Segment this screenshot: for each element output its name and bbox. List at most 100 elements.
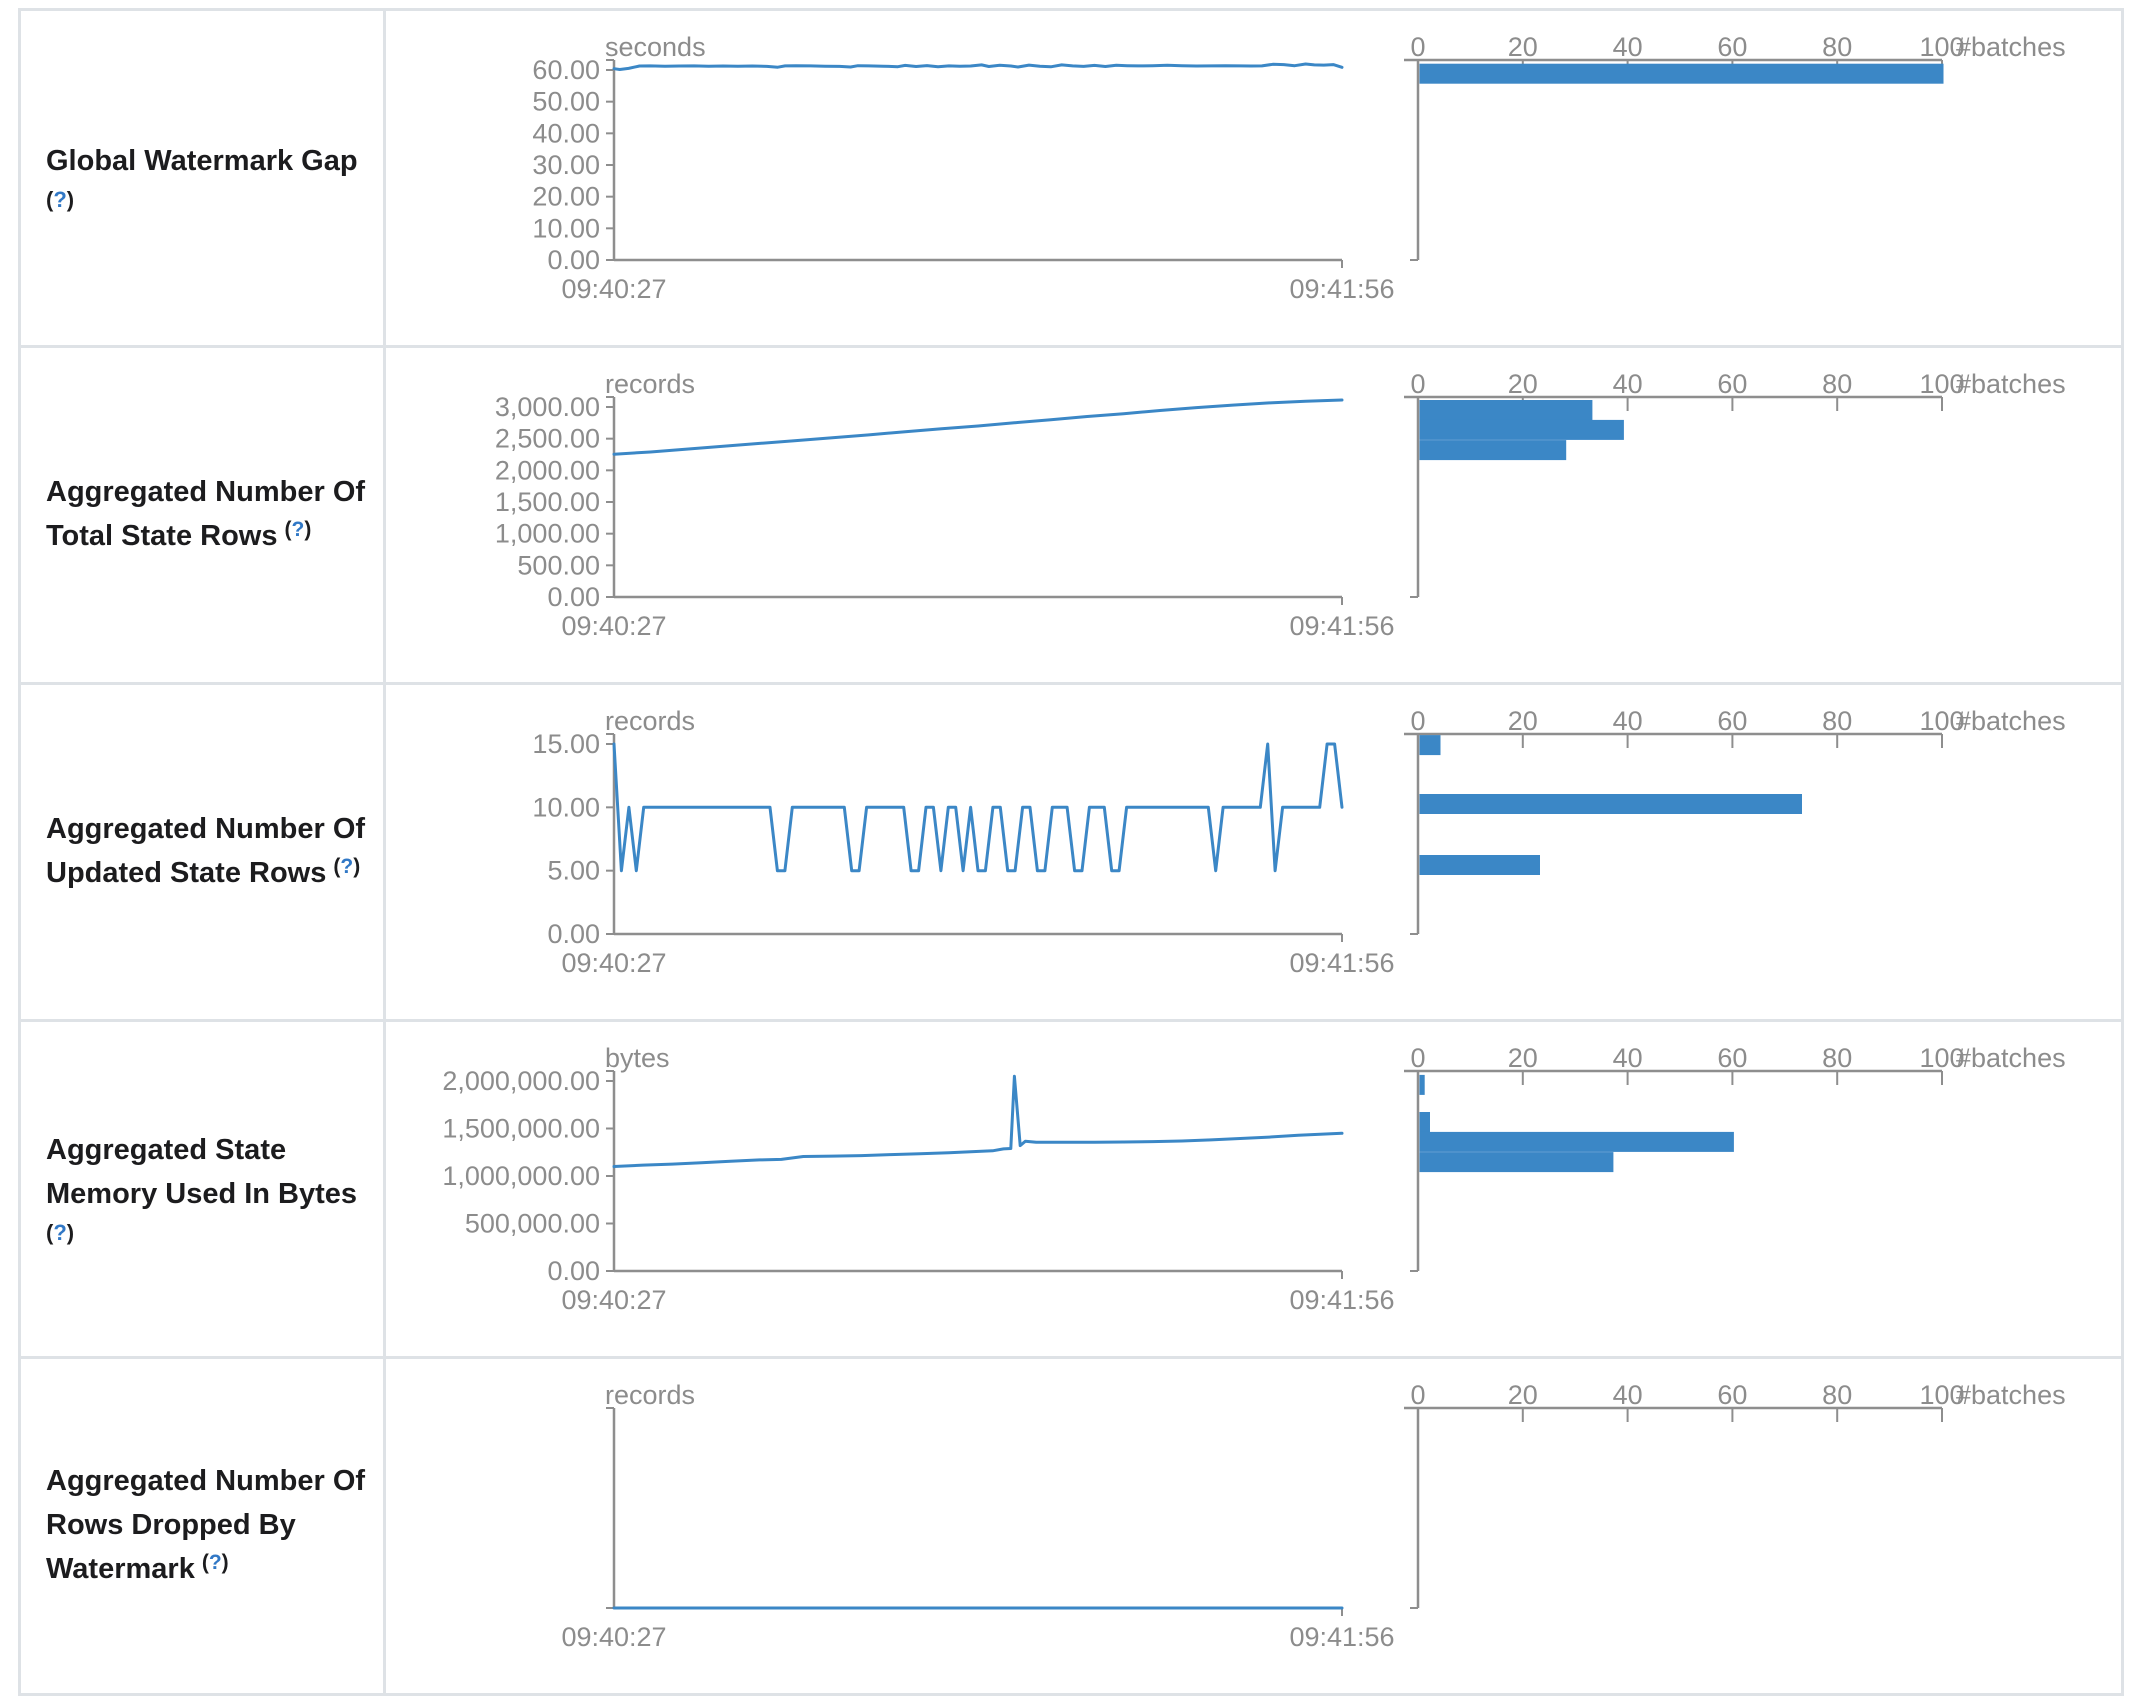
histogram-bar — [1419, 1074, 1425, 1095]
metric-title-line: Total State Rows (?) — [46, 517, 312, 552]
metric-row-2: Aggregated Number Of Updated State Rows (?… — [21, 682, 2121, 1019]
timeline-y-tick-label: 1,000.00 — [495, 519, 600, 549]
metric-charts-cell: bytes 2,000,000.00 1,500,000.00 1,000,000.0… — [386, 1022, 2121, 1356]
help-paren-close: ) — [66, 187, 75, 212]
histogram-x-tick-label: 60 — [1717, 369, 1747, 399]
histogram-unit-label: #batches — [1956, 32, 2066, 62]
timeline-unit-label: records — [605, 1380, 695, 1410]
histogram-unit-label: #batches — [1956, 1380, 2066, 1410]
histogram-bar — [1419, 419, 1624, 440]
histogram-unit-label: #batches — [1956, 706, 2066, 736]
charts-0: seconds60.0050.0040.0030.0020.0010.000.0… — [532, 32, 2066, 304]
timeline-start-time-label: 09:40:27 — [561, 948, 666, 978]
help-question-link[interactable]: ? — [340, 854, 354, 878]
timeline-unit-label: bytes — [605, 1043, 670, 1073]
help-paren-close: ) — [304, 517, 312, 541]
metric-title: Aggregated Number Of Rows Dropped By Water… — [46, 1459, 373, 1594]
timeline-data-line — [612, 742, 1344, 873]
metric-title-line: Aggregated Number Of — [46, 812, 366, 845]
histogram-x-tick-label: 100 — [1919, 1380, 1964, 1410]
histogram-x-tick-label: 20 — [1508, 369, 1538, 399]
metric-label-cell: Aggregated Number Of Total State Rows (?) — [21, 348, 386, 682]
metric-charts-cell: records 3,000.00 2,500.00 2,000.00 1,500.00 1… — [386, 348, 2121, 682]
help-paren-open: ( — [46, 1220, 54, 1245]
metric-row-4: Aggregated Number Of Rows Dropped By Water… — [21, 1356, 2121, 1693]
help-tooltip: (?) — [333, 855, 360, 878]
metric-row-3: Aggregated State Memory Used In Bytes (?) … — [21, 1019, 2121, 1356]
metric-title-line: Aggregated State — [46, 1134, 287, 1166]
metric-charts-cell: records 09:40:27 09:41:56 0 20 40 60 80 100 #batc… — [386, 1359, 2121, 1693]
metric-title-line: Rows Dropped By — [46, 1508, 296, 1541]
histogram-x-tick-label: 0 — [1410, 1380, 1425, 1410]
help-question-link[interactable]: ? — [53, 1220, 67, 1245]
timeline-start-time-label: 09:40:27 — [561, 274, 666, 304]
timeline-end-time-label: 09:41:56 — [1289, 1285, 1394, 1315]
histogram-x-tick-label: 80 — [1822, 369, 1852, 399]
timeline-y-tick-label: 3,000.00 — [495, 392, 600, 422]
metric-title-line: Watermark (?) — [46, 1550, 229, 1585]
metric-title-line: Aggregated Number Of — [46, 475, 366, 508]
histogram-x-tick-label: 0 — [1410, 706, 1425, 736]
help-paren-open: ( — [201, 1550, 209, 1574]
histogram-x-tick-label: 60 — [1717, 706, 1747, 736]
timeline-y-tick-label: 5.00 — [547, 856, 600, 886]
histogram-x-tick-label: 20 — [1508, 706, 1538, 736]
metric-label-cell: Aggregated State Memory Used In Bytes (?) — [21, 1022, 386, 1356]
timeline-unit-label: records — [605, 369, 695, 399]
histogram-bar — [1419, 63, 1944, 84]
histogram-bar — [1419, 1112, 1430, 1132]
histogram-x-tick-label: 40 — [1613, 1043, 1643, 1073]
help-question-link[interactable]: ? — [291, 517, 305, 541]
metric-label-cell: Aggregated Number Of Updated State Rows (?… — [21, 685, 386, 1019]
timeline-unit-label: records — [605, 706, 695, 736]
help-question-link[interactable]: ? — [208, 1550, 222, 1574]
timeline-y-tick-label: 500,000.00 — [465, 1209, 600, 1239]
timeline-y-tick-label: 500.00 — [517, 550, 600, 580]
metric-title: Global Watermark Gap (?) — [46, 139, 373, 217]
metric-title: Aggregated Number Of Total State Rows (?) — [46, 470, 373, 561]
histogram-x-tick-label: 80 — [1822, 1380, 1852, 1410]
timeline-end-time-label: 09:41:56 — [1289, 274, 1394, 304]
histogram-x-tick-label: 0 — [1410, 369, 1425, 399]
timeline-start-time-label: 09:40:27 — [561, 611, 666, 641]
histogram-x-tick-label: 40 — [1613, 32, 1643, 62]
metric-charts-cell: seconds 60.00 50.00 40.00 30.00 20.00 10.00 0.0… — [386, 11, 2121, 345]
timeline-y-tick-label: 0.00 — [547, 919, 600, 949]
metric-title: Aggregated Number Of Updated State Rows (?… — [46, 807, 373, 898]
histogram-x-tick-label: 40 — [1613, 369, 1643, 399]
histogram-x-tick-label: 60 — [1717, 32, 1747, 62]
timeline-start-time-label: 09:40:27 — [561, 1622, 666, 1652]
histogram-x-tick-label: 60 — [1717, 1380, 1747, 1410]
histogram-x-tick-label: 20 — [1508, 1380, 1538, 1410]
timeline-y-tick-label: 10.00 — [532, 792, 600, 822]
histogram-bar — [1419, 855, 1540, 875]
histogram-bar — [1419, 1152, 1614, 1173]
help-tooltip: (?) — [46, 183, 373, 217]
timeline-y-tick-label: 20.00 — [532, 182, 600, 212]
histogram-x-tick-label: 0 — [1410, 32, 1425, 62]
timeline-y-tick-label: 30.00 — [532, 150, 600, 180]
histogram-bar — [1419, 794, 1802, 814]
metric-title-line: Aggregated Number Of — [46, 1464, 366, 1497]
metric-title-line: Memory Used In Bytes — [46, 1178, 358, 1210]
metric-title: Aggregated State Memory Used In Bytes (?) — [46, 1128, 373, 1250]
help-question-link[interactable]: ? — [53, 187, 67, 212]
help-paren-open: ( — [284, 517, 292, 541]
timeline-y-tick-label: 10.00 — [532, 213, 600, 243]
histogram-x-tick-label: 80 — [1822, 706, 1852, 736]
timeline-data-line — [612, 398, 1344, 456]
histogram-x-tick-label: 20 — [1508, 32, 1538, 62]
timeline-y-tick-label: 40.00 — [532, 118, 600, 148]
timeline-y-tick-label: 1,500,000.00 — [442, 1114, 600, 1144]
histogram-bar — [1419, 440, 1567, 461]
histogram-x-tick-label: 60 — [1717, 1043, 1747, 1073]
histogram-bar — [1419, 735, 1441, 756]
timeline-data-line — [612, 62, 1344, 71]
charts-1: records3,000.002,500.002,000.001,500.001… — [495, 369, 2066, 641]
timeline-y-tick-label: 1,500.00 — [495, 487, 600, 517]
metric-charts-cell: records 15.00 10.00 5.00 0.00 09:40:27 09:41:5… — [386, 685, 2121, 1019]
histogram-x-tick-label: 0 — [1410, 1043, 1425, 1073]
timeline-y-tick-label: 2,000.00 — [495, 455, 600, 485]
histogram-x-tick-label: 100 — [1919, 32, 1964, 62]
metric-title-line: Global Watermark Gap — [46, 145, 358, 177]
